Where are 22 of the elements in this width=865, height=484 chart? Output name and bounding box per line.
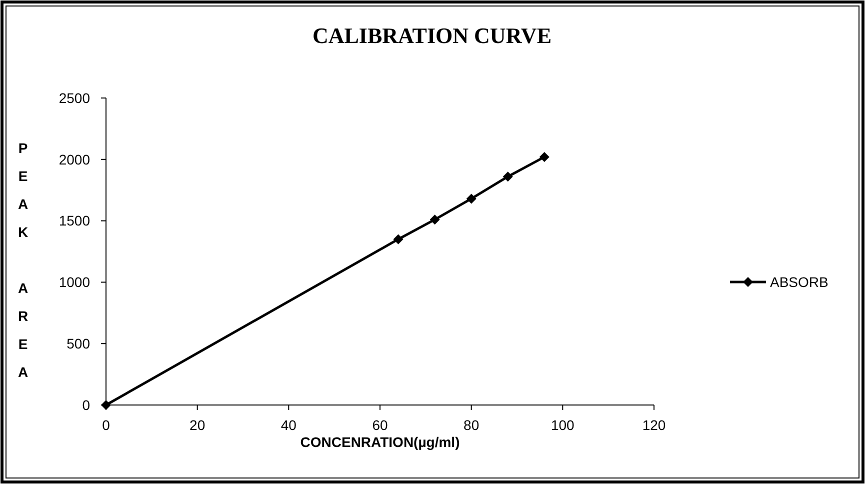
x-tick-label: 80 xyxy=(464,417,480,433)
y-tick-label: 1000 xyxy=(58,274,90,290)
y-tick-label: 0 xyxy=(82,396,90,413)
point xyxy=(393,234,404,244)
x-tick-label: 20 xyxy=(190,417,206,433)
legend-label: ABSORB xyxy=(770,274,828,290)
y-tick-label: 500 xyxy=(66,336,90,352)
y-tick-label: 1500 xyxy=(58,212,90,229)
x-tick-label: 0 xyxy=(102,417,110,433)
y-tick-label: 2000 xyxy=(58,151,90,168)
x-tick-label: 60 xyxy=(372,417,388,433)
point xyxy=(430,214,440,225)
point xyxy=(539,152,550,162)
x-tick-label: 40 xyxy=(280,417,297,433)
point xyxy=(466,194,476,204)
x-axis-title: CONCENRATION(µg/ml) xyxy=(300,434,460,450)
y-axis-title: PEAK AREA xyxy=(15,140,31,392)
x-tick-label: 120 xyxy=(642,417,666,433)
y-tick-label: 2500 xyxy=(58,90,90,106)
chart-title: CALIBRATION CURVE xyxy=(312,23,552,48)
point xyxy=(502,172,513,182)
x-tick-label: 100 xyxy=(550,417,575,433)
